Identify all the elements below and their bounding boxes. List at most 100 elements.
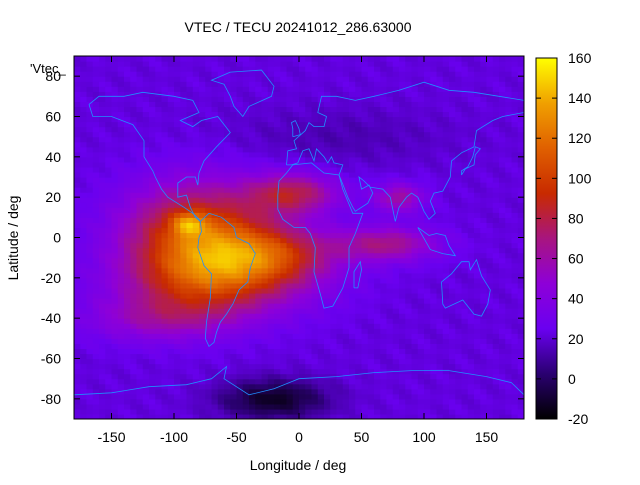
heatmap-cell — [374, 298, 381, 304]
heatmap-cell — [424, 222, 431, 229]
heatmap-cell — [92, 333, 100, 339]
heatmap-cell — [261, 393, 269, 400]
heatmap-cell — [274, 343, 281, 350]
heatmap-cell — [180, 242, 188, 249]
heatmap-cell — [467, 81, 475, 87]
heatmap-cell — [411, 378, 419, 385]
heatmap-cell — [405, 171, 413, 178]
heatmap-cell — [336, 333, 344, 339]
heatmap-cell — [330, 287, 338, 294]
heatmap-cell — [286, 212, 294, 218]
heatmap-cell — [517, 318, 524, 324]
heatmap-cell — [299, 277, 306, 284]
heatmap-cell — [311, 328, 319, 334]
heatmap-cell — [286, 91, 294, 97]
heatmap-cell — [99, 131, 106, 138]
heatmap-cell — [492, 318, 500, 324]
heatmap-cell — [380, 232, 388, 239]
heatmap-cell — [292, 358, 300, 365]
heatmap-cell — [167, 96, 175, 102]
heatmap-cell — [405, 71, 413, 77]
heatmap-cell — [461, 86, 469, 92]
heatmap-cell — [92, 136, 100, 143]
heatmap-cell — [399, 348, 406, 355]
heatmap-cell — [367, 111, 375, 118]
heatmap-cell — [224, 76, 231, 82]
heatmap-cell — [261, 408, 269, 415]
heatmap-cell — [511, 197, 519, 203]
heatmap-cell — [99, 86, 106, 92]
heatmap-cell — [505, 378, 513, 385]
heatmap-cell — [367, 76, 375, 82]
heatmap-cell — [349, 272, 356, 279]
heatmap-cell — [286, 121, 294, 128]
heatmap-cell — [361, 373, 369, 380]
heatmap-cell — [299, 282, 306, 289]
heatmap-cell — [386, 111, 394, 118]
heatmap-cell — [424, 308, 431, 314]
heatmap-cell — [149, 121, 156, 128]
heatmap-cell — [317, 166, 325, 173]
heatmap-cell — [105, 408, 113, 415]
heatmap-cell — [386, 408, 394, 415]
heatmap-cell — [367, 227, 375, 234]
heatmap-cell — [449, 177, 456, 183]
heatmap-cell — [349, 166, 356, 173]
heatmap-cell — [480, 202, 488, 208]
heatmap-cell — [130, 408, 138, 415]
heatmap-cell — [374, 338, 381, 344]
heatmap-cell — [480, 156, 488, 163]
heatmap-cell — [342, 121, 350, 128]
heatmap-cell — [111, 136, 119, 143]
heatmap-cell — [330, 267, 338, 274]
heatmap-cell — [167, 126, 175, 133]
heatmap-cell — [217, 348, 225, 355]
heatmap-cell — [499, 166, 506, 173]
heatmap-cell — [86, 126, 94, 133]
heatmap-cell — [367, 388, 375, 395]
heatmap-cell — [461, 398, 469, 405]
heatmap-cell — [236, 131, 244, 138]
heatmap-cell — [342, 403, 350, 410]
heatmap-cell — [80, 237, 88, 244]
heatmap-cell — [367, 86, 375, 92]
heatmap-cell — [324, 363, 331, 370]
heatmap-cell — [430, 232, 438, 239]
heatmap-cell — [186, 192, 194, 198]
heatmap-cell — [280, 413, 288, 419]
heatmap-cell — [292, 207, 300, 213]
heatmap-cell — [505, 86, 513, 92]
heatmap-cell — [205, 403, 213, 410]
heatmap-cell — [424, 131, 431, 138]
heatmap-cell — [361, 403, 369, 410]
heatmap-cell — [261, 368, 269, 375]
heatmap-cell — [292, 393, 300, 400]
heatmap-cell — [467, 338, 475, 344]
heatmap-cell — [99, 333, 106, 339]
heatmap-cell — [167, 217, 175, 223]
heatmap-cell — [336, 86, 344, 92]
heatmap-cell — [130, 308, 138, 314]
heatmap-cell — [324, 343, 331, 350]
heatmap-cell — [167, 313, 175, 319]
heatmap-cell — [224, 282, 231, 289]
heatmap-cell — [449, 86, 456, 92]
heatmap-cell — [261, 187, 269, 193]
heatmap-cell — [442, 156, 450, 163]
heatmap-cell — [380, 81, 388, 87]
heatmap-cell — [211, 328, 219, 334]
heatmap-cell — [461, 272, 469, 279]
heatmap-cell — [411, 323, 419, 329]
heatmap-cell — [105, 71, 113, 77]
heatmap-cell — [499, 187, 506, 193]
heatmap-cell — [417, 287, 425, 294]
heatmap-cell — [211, 126, 219, 133]
heatmap-cell — [130, 197, 138, 203]
heatmap-cell — [461, 177, 469, 183]
heatmap-cell — [99, 287, 106, 294]
heatmap-cell — [455, 267, 463, 274]
heatmap-cell — [330, 348, 338, 355]
heatmap-cell — [167, 227, 175, 234]
heatmap-cell — [424, 403, 431, 410]
heatmap-cell — [467, 86, 475, 92]
